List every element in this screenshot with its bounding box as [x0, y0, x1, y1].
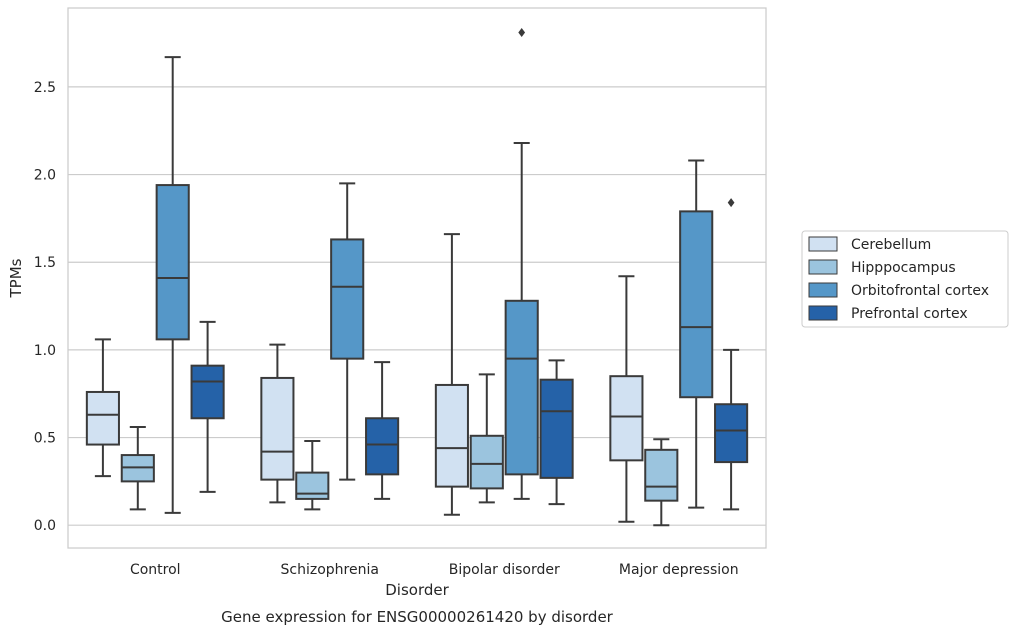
box-iqr [260, 376, 295, 481]
x-tick-label: Bipolar disorder [449, 562, 560, 578]
box-iqr [504, 299, 539, 476]
legend-swatch [808, 236, 838, 252]
x-tick-label: Schizophrenia [281, 562, 379, 578]
box-hipppocampus [644, 438, 679, 527]
x-axis-title: Disorder [385, 581, 449, 599]
box-cerebellum [609, 275, 644, 523]
legend-swatch [808, 305, 838, 321]
box-iqr [609, 375, 644, 462]
legend-swatch [808, 259, 838, 275]
chart-caption: Gene expression for ENSG00000261420 by d… [221, 608, 614, 626]
box-orbitofrontal-cortex [504, 28, 539, 500]
y-tick-label: 0.0 [34, 518, 56, 534]
y-tick-label: 0.5 [34, 431, 56, 447]
boxes [85, 28, 749, 527]
box-iqr [365, 417, 400, 476]
box-prefrontal-cortex [365, 361, 400, 500]
box-cerebellum [434, 233, 469, 516]
box-iqr [469, 434, 504, 490]
box-iqr [714, 403, 749, 464]
box-iqr [644, 448, 679, 502]
box-cerebellum [260, 343, 295, 504]
box-iqr [295, 471, 330, 500]
box-hipppocampus [469, 373, 504, 504]
legend-label: Hipppocampus [851, 260, 956, 276]
box-iqr [539, 378, 574, 479]
legend-label: Cerebellum [851, 237, 931, 253]
box-iqr [85, 390, 120, 446]
box-iqr [434, 383, 469, 488]
box-hipppocampus [295, 440, 330, 511]
x-axis-ticks: Control Schizophrenia Bipolar disorder Majo… [130, 562, 739, 578]
plot-area-frame [67, 7, 767, 549]
legend-label: Prefrontal cortex [851, 306, 968, 322]
outlier-point [518, 28, 526, 38]
outlier-point [727, 198, 735, 208]
y-tick-label: 1.0 [34, 343, 56, 359]
y-axis-title: TPMs [7, 258, 25, 298]
box-orbitofrontal-cortex [155, 56, 190, 514]
box-cerebellum [85, 338, 120, 478]
box-iqr [190, 364, 225, 420]
legend-frame [801, 230, 1009, 328]
box-iqr [679, 210, 714, 399]
legend-swatch [808, 282, 838, 298]
box-hipppocampus [120, 426, 155, 511]
box-orbitofrontal-cortex [679, 159, 714, 509]
x-tick-label: Control [130, 562, 181, 578]
box-iqr [330, 238, 365, 360]
y-axis-ticks: 0.0 0.5 1.0 1.5 2.0 2.5 [34, 80, 56, 534]
box-orbitofrontal-cortex [330, 182, 365, 481]
box-prefrontal-cortex [539, 359, 574, 506]
y-tick-label: 2.5 [34, 80, 56, 96]
legend-label: Orbitofrontal cortex [851, 283, 989, 299]
box-prefrontal-cortex [190, 320, 225, 493]
box-iqr [155, 184, 190, 341]
legend: Cerebellum Hipppocampus Orbitofrontal cort… [801, 230, 1009, 328]
y-tick-label: 1.5 [34, 255, 56, 271]
x-tick-label: Major depression [619, 562, 739, 578]
box-prefrontal-cortex [714, 198, 749, 511]
y-tick-label: 2.0 [34, 168, 56, 184]
